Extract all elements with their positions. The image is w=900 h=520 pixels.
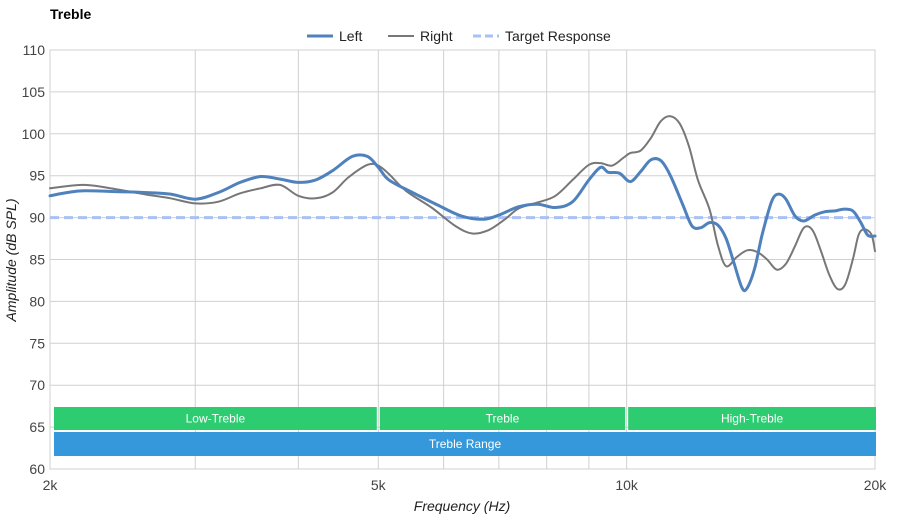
x-axis-title: Frequency (Hz) (414, 498, 510, 514)
y-tick-label: 80 (29, 293, 45, 309)
y-tick-label: 70 (29, 377, 45, 393)
legend-label: Target Response (505, 28, 611, 44)
x-tick-label: 5k (371, 477, 387, 493)
axis-ticks: 60 65 70 75 80 85 90 95 100 105 110 2k 5k 10k 20k (22, 42, 888, 493)
band-bar (379, 407, 626, 430)
x-tick-label: 10k (615, 477, 639, 493)
band-label: High-Treble (721, 412, 784, 426)
band-bar (54, 432, 876, 456)
y-tick-label: 85 (29, 252, 45, 268)
y-tick-label: 90 (29, 210, 45, 226)
y-tick-label: 60 (29, 461, 45, 477)
y-tick-label: 100 (22, 126, 46, 142)
band-label: Low-Treble (186, 412, 246, 426)
grid-lines (49, 49, 876, 470)
x-tick-label: 2k (43, 477, 59, 493)
y-tick-label: 65 (29, 419, 45, 435)
series-line-right (49, 115, 876, 291)
y-axis-title: Amplitude (dB SPL) (3, 199, 19, 323)
legend-label: Right (420, 28, 453, 44)
y-tick-label: 110 (23, 42, 46, 58)
series-lines (48, 115, 877, 293)
series-line-left (48, 153, 877, 293)
frequency-bands: Low-Treble Treble High-Treble Treble Range (54, 407, 876, 456)
band-bar (54, 407, 377, 430)
y-tick-label: 75 (29, 335, 45, 351)
legend-label: Left (339, 28, 362, 44)
y-tick-label: 95 (29, 168, 45, 184)
y-tick-label: 105 (22, 84, 46, 100)
band-label: Treble (486, 412, 520, 426)
band-label: Treble Range (429, 437, 502, 451)
x-tick-label: 20k (864, 477, 888, 493)
chart-title: Treble (50, 6, 91, 22)
band-bar (628, 407, 876, 430)
chart-legend: Left Right Target Response (307, 28, 611, 44)
